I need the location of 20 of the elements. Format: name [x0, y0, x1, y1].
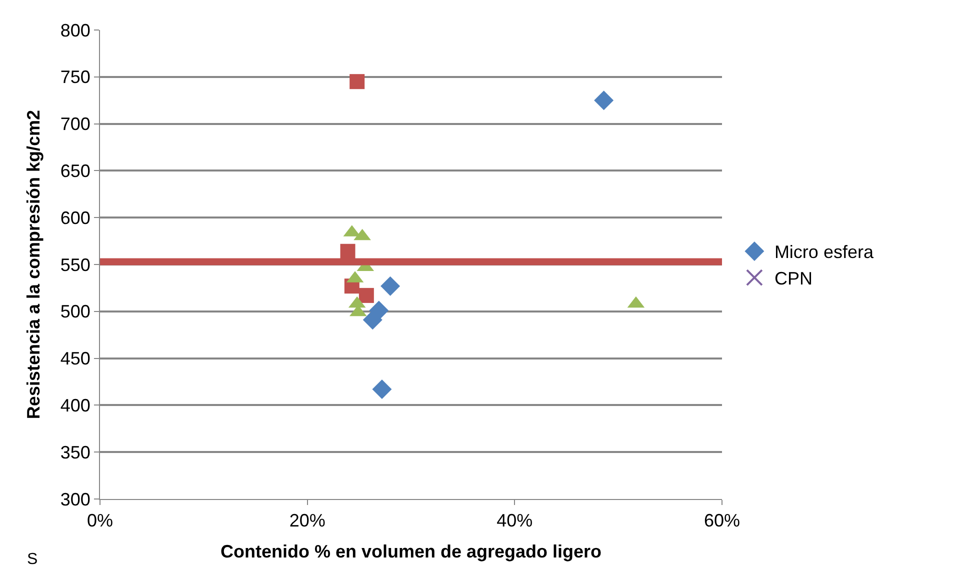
x-tick-label: 40%	[496, 510, 533, 531]
legend-label: CPN	[774, 268, 812, 289]
y-axis-title: Resistencia a la compresión kg/cm2	[24, 110, 44, 420]
x-tick-label: 20%	[289, 510, 326, 531]
y-tick-label: 650	[60, 161, 90, 181]
y-tick-label: 750	[60, 67, 90, 88]
y-tick-label: 400	[60, 396, 90, 416]
x-axis-title: Contenido % en volumen de agregado ligero	[220, 542, 602, 562]
y-tick-label: 350	[60, 442, 90, 462]
y-tick-label: 800	[60, 20, 90, 40]
x-tick-label: 0%	[86, 510, 114, 531]
y-tick-label: 700	[60, 114, 90, 134]
y-tick-label: 550	[60, 254, 90, 275]
legend-label: Micro esfera	[774, 242, 874, 262]
y-tick-label: 300	[60, 489, 90, 510]
x-tick-label: 60%	[704, 510, 740, 531]
y-tick-label: 500	[60, 302, 90, 322]
text: S	[27, 551, 38, 568]
y-tick-label: 450	[60, 348, 90, 369]
y-tick-label: 600	[60, 208, 90, 228]
